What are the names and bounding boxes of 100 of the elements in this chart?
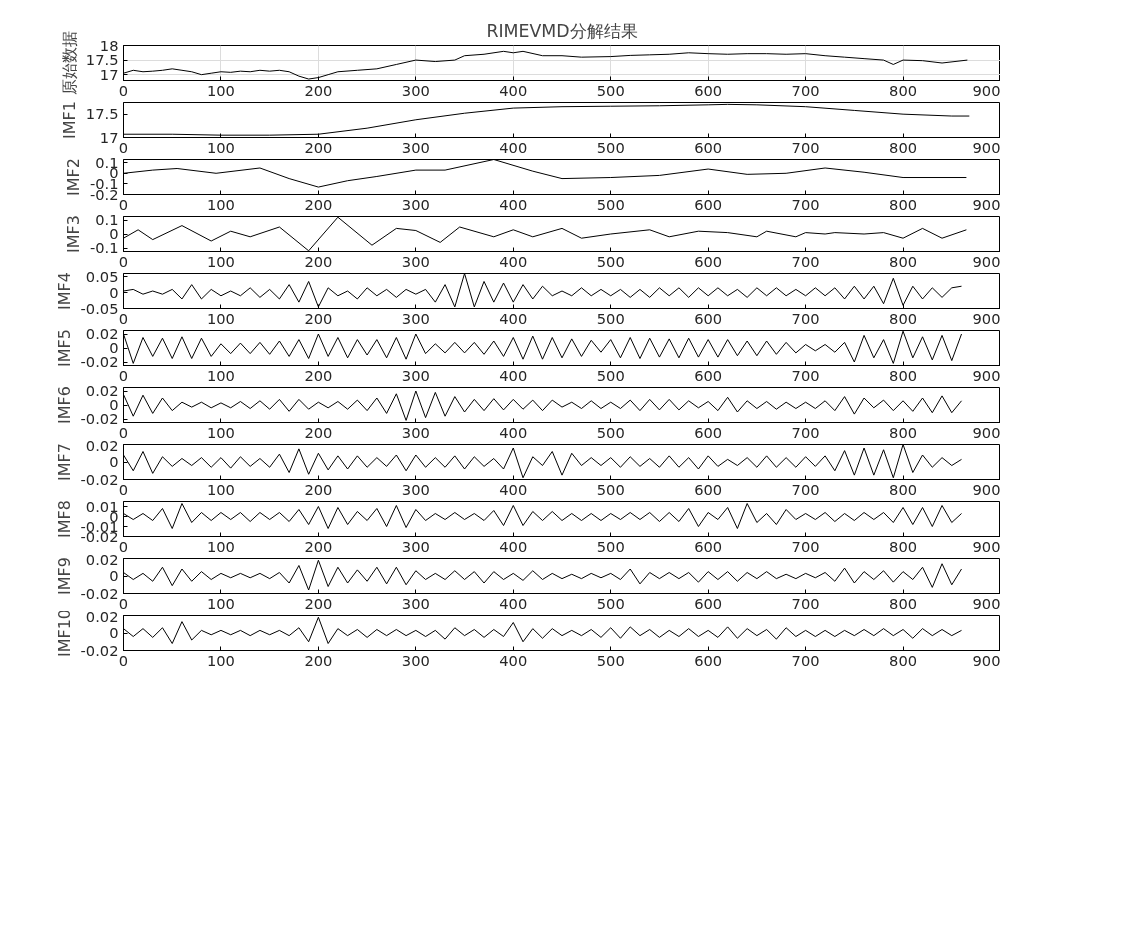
x-tick-label: 800 <box>889 138 918 156</box>
y-axis-title: IMF5 <box>54 329 74 367</box>
x-tick-label: 300 <box>401 195 430 213</box>
x-tick-label: 200 <box>304 423 333 441</box>
x-tick-label: 600 <box>694 537 723 555</box>
x-tick-label: 500 <box>596 594 625 612</box>
x-tick-label: 100 <box>206 594 235 612</box>
x-tick-label: 800 <box>889 651 918 669</box>
x-tick-label: 200 <box>304 309 333 327</box>
line-series <box>123 444 963 479</box>
x-tick-label: 500 <box>596 252 625 270</box>
y-tick-label: 0.1 <box>95 211 119 228</box>
y-axis-title: IMF9 <box>54 557 74 595</box>
x-tick-label: 200 <box>304 537 333 555</box>
y-tick-label: -0.1 <box>89 239 119 256</box>
x-tick-label: 700 <box>791 537 820 555</box>
x-tick-label: 800 <box>889 537 918 555</box>
x-tick-label: 900 <box>972 81 1001 99</box>
y-tick-label: 0 <box>109 396 119 413</box>
y-axis-title: IMF7 <box>54 443 74 481</box>
y-tick-label: 18 <box>99 36 119 54</box>
x-tick-label: 400 <box>499 423 528 441</box>
x-tick-label: 700 <box>791 480 820 498</box>
y-tick-label: -0.02 <box>80 641 119 659</box>
x-tick-label: 300 <box>401 537 430 555</box>
x-tick-label: 800 <box>889 195 918 213</box>
x-tick-label: 200 <box>304 366 333 384</box>
x-tick-label: 900 <box>972 480 1001 498</box>
y-tick-label: 0.02 <box>85 550 119 568</box>
x-tick-label: 900 <box>972 651 1001 669</box>
y-tick-label: 0 <box>109 567 119 584</box>
y-tick-label: -0.05 <box>80 299 119 317</box>
x-tick-label: 500 <box>596 480 625 498</box>
x-tick-label: 500 <box>596 195 625 213</box>
y-tick-label: -0.02 <box>80 410 119 427</box>
x-tick-label: 600 <box>694 81 723 99</box>
x-tick-label: 500 <box>596 423 625 441</box>
x-tick-label: 900 <box>972 366 1001 384</box>
x-tick-label: 200 <box>304 195 333 213</box>
y-axis-title: IMF6 <box>54 386 74 424</box>
x-tick-label: 400 <box>499 195 528 213</box>
x-tick-label: 400 <box>499 252 528 270</box>
y-tick-label: 0.02 <box>85 436 119 454</box>
y-tick-label: 0.02 <box>85 382 119 399</box>
x-tick-label: 700 <box>791 195 820 213</box>
x-tick-label: 200 <box>304 81 333 99</box>
x-tick-label: 800 <box>889 594 918 612</box>
x-tick-label: 400 <box>499 81 528 99</box>
x-tick-label: 800 <box>889 81 918 99</box>
x-tick-label: 200 <box>304 138 333 156</box>
x-tick-label: 900 <box>972 252 1001 270</box>
x-tick-label: 600 <box>694 252 723 270</box>
x-tick-label: 400 <box>499 480 528 498</box>
x-tick-label: 200 <box>304 480 333 498</box>
y-axis-title: IMF3 <box>63 215 83 253</box>
x-tick-label: 900 <box>972 138 1001 156</box>
x-tick-label: 100 <box>206 138 235 156</box>
x-tick-label: 700 <box>791 138 820 156</box>
x-tick-label: 900 <box>972 195 1001 213</box>
x-tick-label: 800 <box>889 480 918 498</box>
y-tick-label: 0.05 <box>85 267 119 285</box>
x-tick-label: 200 <box>304 651 333 669</box>
x-tick-label: 800 <box>889 309 918 327</box>
x-tick-label: 800 <box>889 252 918 270</box>
x-tick-label: 400 <box>499 651 528 669</box>
x-tick-label: 600 <box>694 366 723 384</box>
x-tick-label: 400 <box>499 537 528 555</box>
x-tick-label: 800 <box>889 423 918 441</box>
x-tick-label: 100 <box>206 537 235 555</box>
y-axis-title: IMF1 <box>59 101 79 139</box>
x-tick-label: 700 <box>791 81 820 99</box>
x-tick-label: 300 <box>401 480 430 498</box>
x-tick-label: 100 <box>206 252 235 270</box>
x-tick-label: 700 <box>791 252 820 270</box>
x-tick-label: 300 <box>401 252 430 270</box>
x-tick-label: 300 <box>401 423 430 441</box>
y-axis-title: IMF8 <box>54 500 74 538</box>
x-tick-label: 400 <box>499 309 528 327</box>
y-tick-label: -0.02 <box>80 470 119 488</box>
y-tick-label: 0 <box>109 283 119 301</box>
y-tick-label: 17.5 <box>85 105 119 123</box>
x-tick-label: 300 <box>401 138 430 156</box>
x-tick-label: 600 <box>694 480 723 498</box>
x-tick-label: 300 <box>401 594 430 612</box>
x-tick-label: 100 <box>206 480 235 498</box>
y-tick-label: 17 <box>99 128 119 146</box>
y-tick-label: 0 <box>109 339 119 356</box>
x-tick-label: 300 <box>401 651 430 669</box>
x-tick-label: 700 <box>791 651 820 669</box>
x-tick-label: 700 <box>791 366 820 384</box>
x-tick-label: 500 <box>596 138 625 156</box>
x-tick-label: 400 <box>499 366 528 384</box>
x-tick-label: 100 <box>206 423 235 441</box>
y-axis-title: IMF4 <box>54 272 74 310</box>
x-tick-label: 500 <box>596 366 625 384</box>
x-tick-label: 600 <box>694 651 723 669</box>
x-tick-label: 500 <box>596 309 625 327</box>
y-axis-title: IMF10 <box>54 608 74 658</box>
x-tick-label: 900 <box>972 423 1001 441</box>
y-tick-label: -0.02 <box>80 353 119 370</box>
